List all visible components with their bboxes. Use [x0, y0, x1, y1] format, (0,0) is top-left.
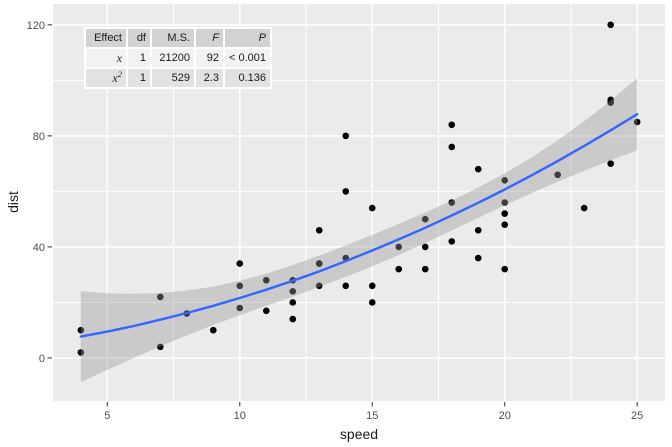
- data-point: [580, 204, 588, 212]
- data-point: [77, 326, 85, 334]
- data-point: [289, 299, 297, 306]
- data-point: [209, 326, 217, 334]
- y-axis-title: dist: [5, 191, 21, 213]
- x-tick-labels: 5 10 15 20 25: [104, 410, 643, 422]
- data-point: [421, 243, 429, 251]
- data-point: [342, 282, 350, 290]
- data-point: [501, 265, 509, 273]
- data-point: [156, 293, 164, 301]
- stats-header-f: F: [196, 29, 223, 47]
- stats-cell-f-x: 92: [196, 49, 223, 67]
- data-point: [315, 282, 323, 290]
- data-point: [501, 176, 509, 184]
- y-tick-label: 0: [39, 353, 45, 365]
- data-point: [368, 204, 376, 212]
- confidence-ribbon: [80, 78, 638, 383]
- x-tick-label: 10: [234, 410, 246, 422]
- x-tick-label: 5: [104, 410, 110, 422]
- stats-cell-effect-x2: x2: [86, 69, 126, 87]
- y-tick-labels: 0 40 80 120: [27, 20, 45, 365]
- data-point: [633, 118, 641, 126]
- data-point: [156, 343, 164, 351]
- regression-line: [79, 113, 639, 338]
- y-tick-label: 120: [27, 20, 45, 32]
- x-tick-label: 15: [366, 410, 378, 422]
- stats-table-header-row: Effect df M.S. F P: [86, 29, 270, 47]
- data-point: [607, 96, 614, 104]
- data-point: [289, 288, 297, 295]
- x-tick-label: 20: [499, 410, 511, 422]
- data-point: [342, 132, 350, 140]
- stats-cell-ms-x: 21200: [152, 49, 194, 67]
- stats-header-p: P: [225, 29, 270, 47]
- data-point: [448, 143, 456, 151]
- data-point: [474, 165, 482, 173]
- y-tick-label: 40: [33, 242, 45, 254]
- data-point: [448, 121, 456, 129]
- stats-header-effect: Effect: [86, 29, 126, 47]
- stats-header-ms: M.S.: [152, 29, 194, 47]
- x-tick-label: 25: [631, 410, 643, 422]
- stats-row-x: x 1 21200 92 < 0.001: [86, 49, 270, 67]
- stats-cell-p-x2: 0.136: [225, 69, 270, 87]
- data-point: [501, 221, 509, 229]
- data-point: [395, 265, 403, 273]
- stats-cell-effect-x: x: [86, 49, 126, 67]
- data-point: [607, 21, 614, 29]
- data-point: [262, 307, 270, 315]
- data-point: [474, 254, 482, 262]
- data-point: [77, 349, 85, 356]
- stats-cell-ms-x2: 529: [152, 69, 194, 87]
- data-point: [501, 210, 509, 217]
- data-point: [554, 171, 562, 179]
- data-point: [236, 282, 244, 290]
- stats-cell-f-x2: 2.3: [196, 69, 223, 87]
- data-points: [77, 21, 641, 356]
- stats-row-x2: x2 1 529 2.3 0.136: [86, 69, 270, 87]
- stats-cell-df-x2: 1: [128, 69, 150, 87]
- data-point: [289, 315, 297, 323]
- data-point: [607, 160, 614, 167]
- axis-tick-marks: [47, 24, 638, 407]
- stats-cell-p-x: < 0.001: [225, 49, 270, 67]
- data-point: [315, 260, 323, 267]
- stats-header-df: df: [128, 29, 150, 47]
- data-point: [421, 215, 429, 223]
- x-axis-title: speed: [339, 426, 379, 442]
- data-point: [368, 299, 376, 306]
- data-point: [236, 260, 244, 267]
- data-point: [501, 199, 509, 206]
- data-point: [448, 199, 456, 206]
- stats-cell-df-x: 1: [128, 49, 150, 67]
- data-point: [421, 265, 429, 273]
- data-point: [262, 276, 270, 284]
- ribbon-area: [80, 78, 638, 383]
- data-point: [395, 243, 403, 251]
- data-point: [368, 282, 376, 290]
- data-point: [448, 238, 456, 245]
- stats-table: Effect df M.S. F P x 1 21200 92 < 0.001 …: [84, 27, 272, 89]
- data-point: [236, 304, 244, 312]
- data-point: [474, 226, 482, 234]
- fit-line: [79, 113, 639, 338]
- y-tick-label: 80: [33, 131, 45, 143]
- data-point: [315, 226, 323, 234]
- data-point: [342, 188, 350, 195]
